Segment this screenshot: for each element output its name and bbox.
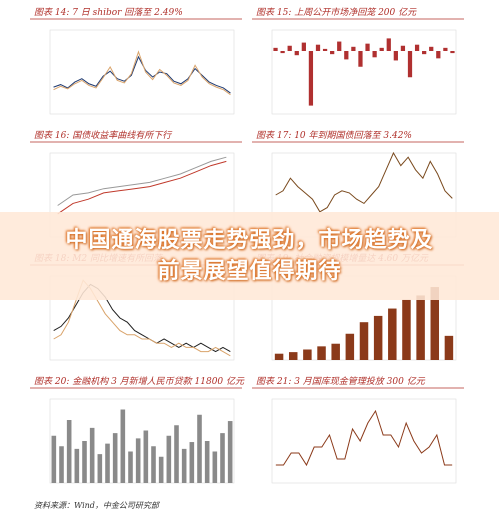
bar <box>379 47 384 51</box>
bar <box>388 308 397 360</box>
bar <box>287 45 292 51</box>
bar <box>197 414 202 483</box>
bar <box>322 48 328 51</box>
bar <box>429 46 434 51</box>
bar <box>351 46 356 51</box>
panel-title: 图表 16: 国债收益率曲线有所下行 <box>34 130 173 141</box>
bar <box>51 435 57 483</box>
bar <box>120 409 126 483</box>
bar <box>59 446 64 483</box>
bar <box>337 41 342 51</box>
plot-area <box>271 29 457 115</box>
banner-line: 前景展望值得期待 <box>157 259 342 284</box>
bar <box>189 442 195 483</box>
line <box>53 50 231 96</box>
bar <box>143 430 149 483</box>
bar <box>386 38 391 51</box>
bar <box>430 287 440 360</box>
banner-line: 中国通海股票走势强劲，市场趋势及 <box>65 228 434 253</box>
bar <box>444 335 454 360</box>
bar <box>303 349 312 360</box>
bar <box>151 446 156 483</box>
bar <box>105 443 110 483</box>
bar <box>407 51 413 78</box>
bar <box>365 43 370 51</box>
plot-area <box>271 398 457 484</box>
bar <box>372 51 377 58</box>
bar <box>358 51 363 67</box>
bar <box>317 346 326 360</box>
bar <box>274 353 284 360</box>
bar <box>294 51 299 56</box>
line <box>57 156 227 206</box>
bar <box>273 47 278 51</box>
bar <box>436 51 441 59</box>
bar <box>66 420 72 483</box>
bar <box>158 456 164 483</box>
bar <box>373 315 383 360</box>
panel-title: 图表 14: 7 日 shibor 回落至 2.49% <box>34 7 183 18</box>
bar <box>112 433 118 483</box>
bar <box>308 51 314 106</box>
bar <box>315 44 321 51</box>
bar <box>135 438 141 483</box>
bar <box>450 51 455 54</box>
bar <box>288 352 298 360</box>
plot-area <box>49 398 235 484</box>
bar <box>416 295 425 360</box>
panel-title: 图表 20: 金融机构 3 月新增人民币贷款 11800 亿元 <box>34 376 245 387</box>
bar <box>97 454 103 483</box>
panel-title: 图表 21: 3 月国库现金管理投放 300 亿元 <box>256 376 426 387</box>
bar <box>345 333 355 360</box>
bar <box>212 451 218 483</box>
bar <box>422 51 427 55</box>
panel-title: 图表 15: 上周公开市场净回笼 200 亿元 <box>256 7 417 18</box>
line <box>275 409 453 467</box>
plot-area <box>49 29 235 115</box>
bar <box>82 441 87 483</box>
bar <box>344 51 349 60</box>
bar <box>166 435 172 483</box>
bar <box>330 51 335 55</box>
bar <box>220 433 225 483</box>
bar <box>301 42 306 51</box>
bar <box>359 322 369 360</box>
bar <box>331 343 340 360</box>
bar <box>181 448 187 483</box>
line <box>57 160 227 215</box>
bar <box>414 44 420 51</box>
bar <box>89 427 95 483</box>
line <box>275 151 453 213</box>
bar <box>227 421 233 483</box>
bar <box>204 441 210 483</box>
panel-title: 图表 17: 10 年到期国债回落至 3.42% <box>256 130 412 141</box>
bar <box>128 451 133 483</box>
source: 资料来源：Wind，中金公司研究部 <box>34 501 159 510</box>
bar <box>280 51 285 54</box>
bar <box>443 47 448 51</box>
bar <box>402 299 411 360</box>
bar <box>393 51 398 61</box>
bar <box>400 45 406 51</box>
banner: 中国通海股票走势强劲，市场趋势及 前景展望值得期待 <box>0 212 499 300</box>
bar <box>74 448 80 483</box>
bar <box>174 425 179 483</box>
